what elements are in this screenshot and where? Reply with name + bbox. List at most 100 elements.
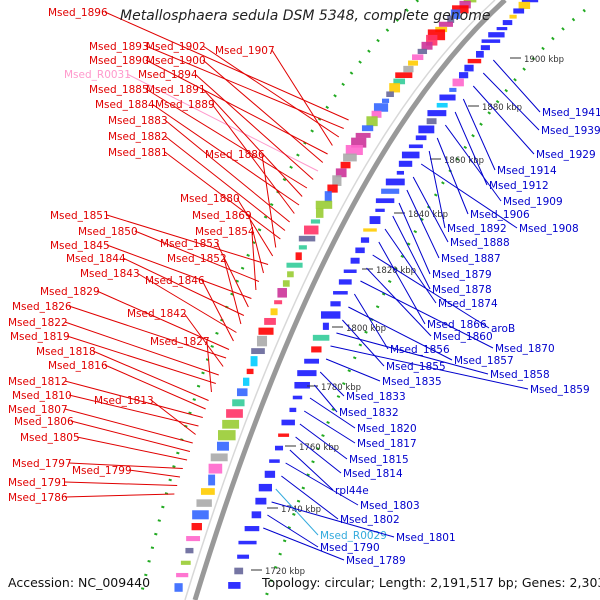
gene-feature-forward xyxy=(386,91,394,98)
gene-label-left: Msed_1854 xyxy=(195,226,255,238)
gene-feature-forward xyxy=(242,377,250,386)
gene-feature-forward xyxy=(382,98,390,103)
gene-label-right: Msed_1815 xyxy=(349,454,409,466)
gene-feature-forward xyxy=(412,54,424,61)
gene-label-right: Msed_1939 xyxy=(541,125,600,137)
scale-tick-label: 1800 kbp xyxy=(346,324,386,334)
gene-leader-line xyxy=(248,214,264,274)
gene-leader-line xyxy=(66,335,216,384)
gene-label-left: Msed_1884 xyxy=(95,99,155,111)
gene-leader-line xyxy=(281,475,339,520)
gene-label-right: Msed_1874 xyxy=(438,298,498,310)
gene-leader-line xyxy=(104,364,206,410)
gene-leader-line xyxy=(104,11,349,121)
gene-leader-line xyxy=(319,371,345,397)
gene-leader-line xyxy=(398,202,431,275)
gene-feature-forward xyxy=(270,308,278,316)
gene-feature-reverse xyxy=(363,228,377,232)
gene-label-right: Msed_1909 xyxy=(503,196,563,208)
accession-text: Accession: NC_009440 xyxy=(8,575,151,590)
gene-feature-reverse xyxy=(467,58,482,64)
gene-feature-reverse xyxy=(375,198,395,204)
gene-leader-line xyxy=(68,462,183,469)
gene-feature-forward xyxy=(185,547,194,554)
gene-feature-forward xyxy=(417,48,428,55)
gene-label-left: Msed_1818 xyxy=(36,346,96,358)
gene-feature-forward xyxy=(277,288,287,298)
scale-tick-label: 1780 kbp xyxy=(321,383,361,393)
gene-feature-forward xyxy=(361,125,374,132)
gene-feature-forward xyxy=(208,474,216,486)
gene-feature-reverse xyxy=(518,1,531,9)
gene-label-left: Msed_1846 xyxy=(145,275,205,287)
gene-feature-forward xyxy=(236,388,248,397)
gene-leader-line xyxy=(64,321,219,376)
scale-tick-label: 1860 kbp xyxy=(444,156,484,166)
gene-leader-line xyxy=(128,469,181,478)
gene-feature-reverse xyxy=(258,483,272,492)
gene-label-right: Msed_1888 xyxy=(450,237,510,249)
scale-tick-label: 1900 kbp xyxy=(524,55,564,65)
gene-leader-line xyxy=(122,257,245,316)
gene-leader-line xyxy=(313,384,338,413)
gene-feature-forward xyxy=(366,116,378,127)
gene-feature-forward xyxy=(403,65,414,73)
gene-label-right: Msed_1817 xyxy=(357,438,417,450)
gene-leader-line xyxy=(420,163,518,229)
gene-label-left: Msed_1902 xyxy=(146,41,206,53)
gene-leader-line xyxy=(472,85,535,155)
gene-feature-forward xyxy=(315,208,324,218)
gene-leader-line xyxy=(263,527,345,561)
gene-label-left: Msed_1813 xyxy=(94,395,154,407)
gene-leader-line xyxy=(96,290,230,350)
scale-tick-label: 1820 kbp xyxy=(376,266,416,276)
gene-label-left: Msed_1797 xyxy=(12,458,72,470)
gene-leader-line xyxy=(436,137,469,215)
gene-leader-line xyxy=(454,111,488,186)
gene-leader-line xyxy=(64,380,203,418)
gene-label-right: Msed_1856 xyxy=(390,344,450,356)
gene-leader-line xyxy=(372,254,490,329)
gene-label-right: Msed_1790 xyxy=(320,542,380,554)
gene-label-right: Msed_R0029 xyxy=(320,530,387,542)
gene-feature-forward xyxy=(426,34,438,46)
gene-feature-reverse xyxy=(251,511,262,519)
gene-leader-line xyxy=(136,272,237,333)
gene-label-left: Msed_1786 xyxy=(8,492,68,504)
gene-feature-reverse xyxy=(415,135,427,141)
gene-leader-line xyxy=(378,241,426,325)
gene-label-left: Msed_1891 xyxy=(146,84,206,96)
gene-feature-reverse xyxy=(449,87,457,92)
gene-leader-line xyxy=(64,408,193,444)
scale-tick-label: 1760 kbp xyxy=(299,443,339,453)
gene-feature-reverse xyxy=(294,381,310,389)
genome-summary-text: Topology: circular; Length: 2,191,517 bp… xyxy=(262,575,600,590)
gene-label-left: Msed_1816 xyxy=(48,360,108,372)
gene-feature-reverse xyxy=(476,50,484,58)
gene-feature-forward xyxy=(450,9,461,19)
gene-feature-forward xyxy=(310,219,321,224)
gene-leader-line xyxy=(299,423,348,460)
gene-leader-line xyxy=(330,345,529,390)
gene-feature-reverse xyxy=(289,407,297,413)
gene-leader-line xyxy=(336,332,489,375)
gene-feature-forward xyxy=(408,60,419,66)
gene-leader-line xyxy=(406,189,440,259)
gene-feature-forward xyxy=(286,262,303,268)
gene-leader-line xyxy=(275,488,319,536)
gene-feature-reverse xyxy=(396,170,405,175)
gene-feature-reverse xyxy=(338,279,352,285)
gene-label-left: Msed_1886 xyxy=(205,149,265,161)
gene-label-right: Msed_1858 xyxy=(490,369,550,381)
gene-label-left: Msed_1900 xyxy=(146,55,206,67)
genome-backbone-outer xyxy=(192,0,507,600)
gene-label-left: Msed_1882 xyxy=(108,131,168,143)
gene-leader-line xyxy=(92,350,209,401)
gene-leader-line xyxy=(106,214,269,265)
gene-feature-reverse xyxy=(502,20,513,26)
genome-title: Metallosphaera sedula DSM 5348, complete… xyxy=(120,8,491,24)
gene-feature-reverse xyxy=(274,445,284,451)
gene-feature-forward xyxy=(393,78,406,85)
gene-label-right: Msed_1835 xyxy=(382,376,442,388)
